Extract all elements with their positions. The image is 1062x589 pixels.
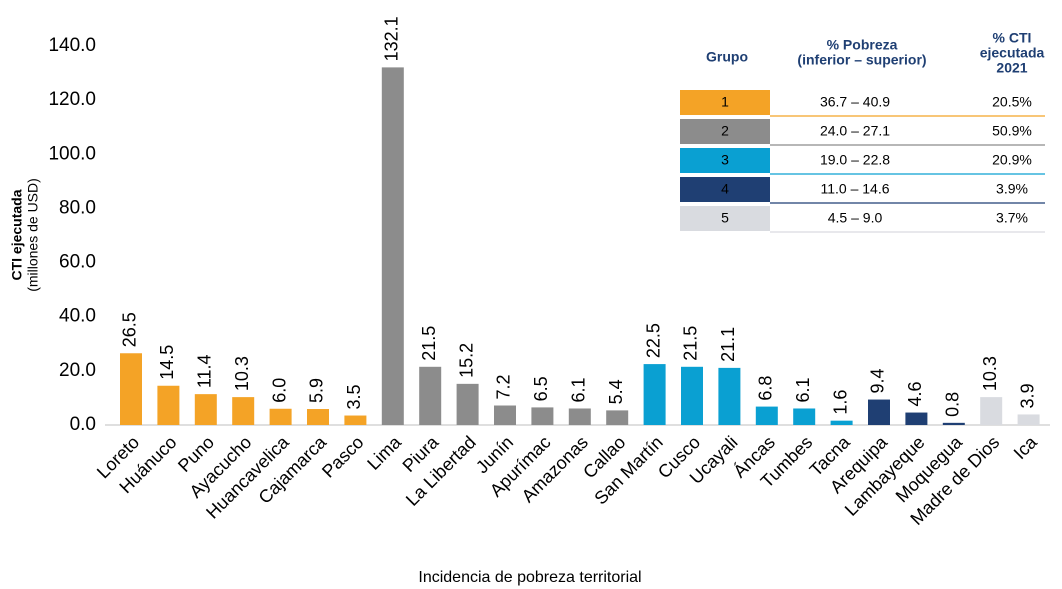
cti-share: 20.9%: [992, 152, 1032, 168]
cti-share: 50.9%: [992, 123, 1032, 139]
bar: [606, 410, 629, 425]
group-label: 1: [721, 94, 729, 110]
group-swatch: [680, 119, 770, 144]
bar: [905, 412, 928, 425]
y-tick-label: 40.0: [59, 306, 96, 327]
value-label: 3.9: [1017, 383, 1037, 408]
x-tick-label: Ica: [1010, 431, 1042, 463]
value-label: 21.5: [681, 326, 701, 361]
poverty-range: 11.0 – 14.6: [820, 181, 889, 197]
group-swatch: [680, 148, 770, 173]
table-header: % CTI: [993, 30, 1032, 46]
poverty-range: 4.5 – 9.0: [828, 210, 883, 226]
y-tick-label: 20.0: [59, 360, 96, 381]
bar: [269, 408, 292, 425]
group-label: 5: [721, 210, 729, 226]
value-label: 6.0: [269, 378, 289, 403]
table-header: % Pobreza: [827, 37, 898, 53]
y-tick-label: 80.0: [59, 197, 96, 218]
value-label: 3.5: [344, 384, 364, 409]
y-tick-label: 120.0: [48, 89, 96, 110]
value-label: 14.5: [157, 345, 177, 380]
x-tick-label: Lima: [363, 431, 405, 473]
group-label: 2: [721, 123, 729, 139]
bar: [681, 366, 703, 425]
y-axis-title: CTI ejecutada: [9, 189, 25, 280]
x-axis-title: Incidencia de pobreza territorial: [418, 569, 641, 586]
bar: [157, 385, 180, 425]
value-label: 5.9: [307, 378, 327, 403]
bar: [755, 406, 778, 425]
table-header: ejecutada: [980, 45, 1045, 61]
value-label: 21.5: [419, 326, 439, 361]
bar: [793, 408, 816, 425]
group-label: 4: [721, 181, 729, 197]
group-swatch: [680, 90, 770, 115]
bar: [419, 366, 442, 425]
group-swatch: [680, 206, 770, 231]
bar: [643, 364, 666, 425]
poverty-range: 24.0 – 27.1: [820, 123, 890, 139]
y-axis-units: (millones de USD): [25, 178, 41, 292]
y-tick-label: 140.0: [48, 35, 96, 56]
bar: [531, 407, 554, 425]
value-label: 11.4: [195, 354, 215, 388]
value-label: 132.1: [382, 16, 402, 61]
poverty-range: 19.0 – 22.8: [820, 152, 890, 168]
value-label: 6.8: [756, 376, 776, 401]
y-tick-label: 100.0: [48, 143, 96, 164]
bar: [232, 397, 255, 425]
value-label: 6.1: [569, 377, 589, 402]
poverty-range: 36.7 – 40.9: [820, 94, 890, 110]
value-label: 21.1: [718, 327, 738, 362]
bar: [1017, 414, 1040, 425]
value-label: 7.2: [494, 374, 514, 399]
value-label: 26.5: [120, 312, 140, 347]
bar: [718, 367, 741, 425]
bar: [980, 397, 1003, 425]
group-swatch: [680, 177, 770, 202]
value-label: 15.2: [456, 343, 476, 378]
value-label: 22.5: [643, 323, 663, 358]
cti-share: 3.9%: [996, 181, 1028, 197]
y-tick-label: 60.0: [59, 252, 96, 273]
cti-share: 3.7%: [996, 210, 1028, 226]
bar: [830, 420, 853, 425]
bar: [942, 422, 965, 425]
y-tick-label: 0.0: [70, 414, 96, 435]
cti-share: 20.5%: [992, 94, 1032, 110]
table-header: Grupo: [706, 49, 748, 65]
x-tick-label: Pasco: [318, 432, 368, 482]
value-label: 0.8: [943, 392, 963, 417]
group-label: 3: [721, 152, 729, 168]
bar: [494, 405, 516, 425]
bar: [456, 383, 479, 425]
value-label: 9.4: [868, 369, 888, 394]
value-label: 6.1: [793, 377, 813, 402]
value-label: 4.6: [905, 382, 925, 407]
bar: [568, 408, 591, 425]
bar: [344, 415, 367, 425]
table-header: (inferior – superior): [797, 52, 926, 68]
value-label: 10.3: [232, 356, 252, 391]
bar: [120, 353, 142, 425]
table-header: 2021: [996, 60, 1027, 76]
bar: [868, 399, 890, 425]
value-label: 1.6: [830, 390, 850, 415]
bar: [381, 67, 404, 426]
value-label: 5.4: [606, 379, 626, 404]
value-label: 6.5: [531, 376, 551, 401]
bar: [194, 394, 217, 425]
bar: [307, 409, 329, 425]
value-label: 10.3: [980, 356, 1000, 391]
